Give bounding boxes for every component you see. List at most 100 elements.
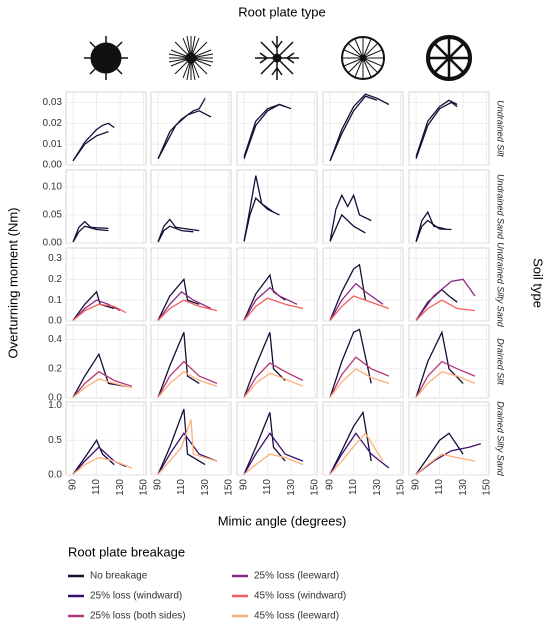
data-line (72, 303, 127, 321)
panel (408, 91, 490, 166)
legend-label: 45% loss (windward) (254, 591, 346, 602)
icon-1 (84, 36, 128, 80)
panel (65, 247, 147, 322)
y-tick-label: 0.4 (48, 334, 62, 345)
data-line (243, 372, 304, 398)
x-tick-label: 130 (286, 479, 297, 496)
y-tick-label: 0.1 (48, 295, 62, 306)
panel-background (65, 324, 147, 399)
data-line (329, 432, 390, 475)
data-line (72, 122, 115, 162)
data-line (157, 110, 212, 160)
facet-strip-label: Drained Silty Sand (496, 401, 506, 477)
data-line (415, 299, 475, 321)
panel (322, 169, 404, 244)
data-line (329, 93, 390, 162)
panel (408, 169, 490, 244)
data-line (157, 370, 218, 398)
x-tick-label: 110 (176, 479, 187, 495)
panel (408, 247, 490, 322)
x-tick-label: 110 (348, 479, 359, 495)
y-tick-label: 0.02 (43, 118, 63, 129)
data-line (415, 278, 476, 321)
panel-background (150, 91, 232, 166)
data-line (243, 362, 304, 398)
x-tick-label: 130 (372, 479, 383, 496)
data-line (157, 225, 194, 243)
data-line (415, 99, 458, 157)
data-line (157, 218, 200, 243)
data-line (72, 220, 109, 243)
data-line (243, 297, 304, 321)
panel (322, 247, 404, 322)
data-line (243, 453, 304, 475)
x-tick-label: 130 (458, 479, 469, 496)
x-tick-label: 90 (68, 479, 79, 491)
x-tick-label: 90 (153, 479, 164, 491)
x-tick-label: 110 (91, 479, 102, 495)
data-line (415, 432, 464, 475)
y-tick-label: 0.10 (43, 181, 63, 192)
facet-strip-label: Undrained Silty Sand (496, 242, 506, 328)
data-line (329, 328, 372, 398)
panel (408, 401, 490, 476)
y-tick-label: 0.5 (48, 435, 62, 446)
data-line (329, 95, 378, 162)
data-line (329, 213, 366, 242)
panel (236, 169, 318, 244)
data-line (329, 356, 390, 398)
x-tick-label: 130 (200, 479, 211, 496)
panel (150, 401, 232, 476)
data-line (243, 175, 274, 242)
y-tick-label: 0.0 (48, 470, 62, 481)
data-line (415, 219, 452, 243)
data-line (243, 103, 286, 159)
panel-background (236, 324, 318, 399)
data-line (72, 370, 133, 398)
x-tick-label: 150 (395, 479, 406, 496)
icon-5 (426, 35, 472, 81)
x-tick-label: 150 (138, 479, 149, 496)
data-line (243, 412, 286, 475)
panel-background (65, 401, 147, 476)
legend-label: 25% loss (both sides) (90, 611, 186, 622)
data-line (157, 408, 206, 475)
panel-background (65, 247, 147, 322)
data-line (243, 332, 286, 398)
panel-background (65, 169, 147, 244)
panel-background (236, 91, 318, 166)
x-tick-label: 130 (115, 479, 126, 496)
y-tick-label: 0.0 (48, 393, 62, 404)
panel-background (150, 324, 232, 399)
data-line (415, 330, 464, 398)
data-line (157, 290, 212, 321)
facet-axis-title: Soil type (531, 258, 546, 308)
y-tick-label: 0.2 (48, 363, 62, 374)
panel-background (408, 247, 490, 322)
data-line (157, 299, 218, 321)
x-tick-label: 90 (239, 479, 250, 491)
data-line (329, 410, 372, 475)
data-line (329, 295, 390, 321)
y-tick-label: 0.0 (48, 316, 62, 327)
y-tick-label: 0.01 (43, 139, 63, 150)
icon-2 (168, 35, 214, 81)
panel (65, 91, 147, 166)
data-line (157, 432, 218, 475)
y-tick-label: 0.00 (43, 238, 63, 249)
legend-label: 25% loss (leeward) (254, 571, 339, 582)
panel (322, 401, 404, 476)
x-tick-label: 110 (262, 479, 273, 495)
panel (322, 91, 404, 166)
panel (236, 324, 318, 399)
data-line (415, 443, 481, 475)
panel (150, 169, 232, 244)
data-line (329, 282, 384, 321)
data-line (415, 370, 476, 398)
facet-strip-label: Undrained Sand (496, 174, 506, 240)
x-tick-label: 150 (309, 479, 320, 496)
data-line (329, 193, 372, 242)
panel (65, 169, 147, 244)
data-line (243, 432, 304, 475)
